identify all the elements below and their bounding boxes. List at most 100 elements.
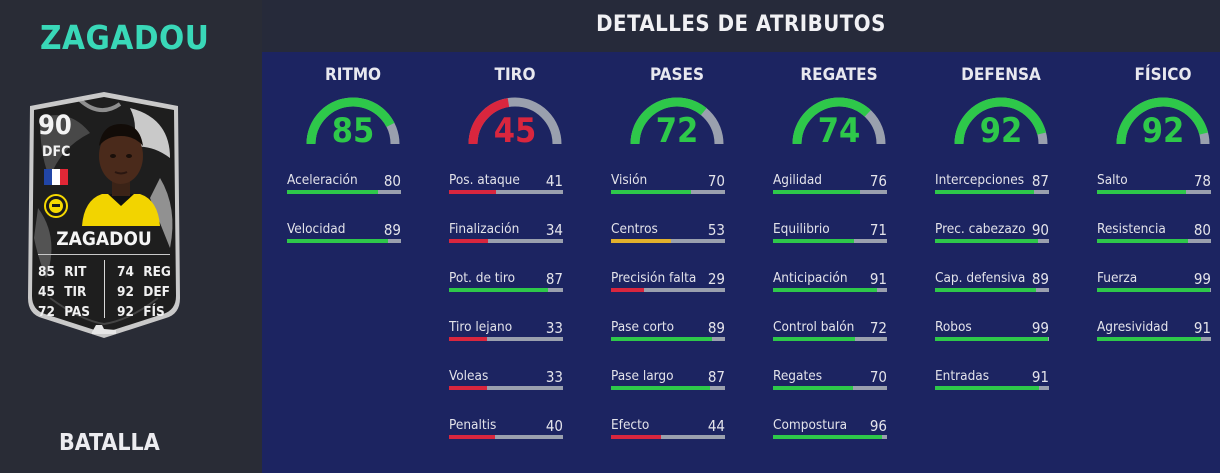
attribute-value: 70 (869, 368, 887, 386)
card-position: DFC (42, 144, 71, 160)
attribute-bar-fill (611, 239, 672, 243)
attribute-bar-fill (449, 337, 487, 341)
attribute-value: 78 (1193, 172, 1211, 190)
attribute-bar-track (773, 190, 887, 194)
category-gauge: 92 (1113, 94, 1213, 152)
card-player-name: ZAGADOU (56, 228, 152, 250)
category-title: PASES (650, 65, 704, 85)
attribute-value: 96 (869, 417, 887, 435)
category-5: FÍSICO 92 Salto 78 Resistencia 80 Fuerza 99 Agre… (1083, 52, 1220, 473)
attribute-bar-fill (1097, 337, 1201, 341)
card-stat-reg: 74 REG (117, 264, 171, 280)
attribute-bar-track (773, 239, 887, 243)
gauge-fill (954, 97, 1047, 145)
attribute-bar-track (287, 190, 401, 194)
attribute-bar-track (449, 288, 563, 292)
attribute-row: Fuerza 99 (1097, 270, 1211, 300)
attribute-bar-fill (773, 435, 883, 439)
attribute-name: Precisión falta (611, 270, 697, 286)
category-1: TIRO 45 Pos. ataque 41 Finalización 34 Pot. de… (435, 52, 595, 473)
gauge-arc (630, 97, 724, 145)
attribute-name: Equilibrio (773, 221, 830, 237)
player-card[interactable]: 90 DFC ZAGADOU 85 RIT 45 TIR 72 PAS 74 R… (20, 88, 188, 342)
attribute-row: Regates 70 (773, 368, 887, 398)
attribute-bar-fill (449, 386, 487, 390)
category-gauge: 74 (789, 94, 889, 152)
attribute-value: 71 (869, 221, 887, 239)
attribute-bar-fill (773, 190, 860, 194)
category-title: FÍSICO (1134, 65, 1192, 85)
attribute-bar-track (935, 386, 1049, 390)
attribute-row: Entradas 91 (935, 368, 1049, 398)
attribute-bar-fill (935, 239, 1038, 243)
attribute-bar-fill (1097, 288, 1210, 292)
attribute-row: Velocidad 89 (287, 221, 401, 251)
attribute-name: Penaltis (449, 417, 497, 433)
attribute-bar-fill (773, 386, 853, 390)
attribute-bar-fill (935, 337, 1048, 341)
attribute-bar-fill (611, 288, 645, 292)
attribute-value: 89 (707, 319, 725, 337)
gauge-arc (954, 97, 1048, 145)
attribute-value: 87 (545, 270, 563, 288)
attribute-name: Voleas (449, 368, 489, 384)
attribute-row: Pot. de tiro 87 (449, 270, 563, 300)
player-panel: ZAGADOU 90 DFC (0, 0, 262, 473)
attribute-bar-track (611, 239, 725, 243)
attribute-name: Pot. de tiro (449, 270, 516, 286)
attribute-bar-fill (1097, 190, 1186, 194)
attribute-row: Intercepciones 87 (935, 172, 1049, 202)
attribute-value: 89 (383, 221, 401, 239)
category-gauge: 72 (627, 94, 727, 152)
attribute-name: Pase largo (611, 368, 674, 384)
attribute-bar-fill (611, 337, 713, 341)
attribute-bar-track (449, 386, 563, 390)
attribute-bar-fill (1097, 239, 1189, 243)
gauge-arc (792, 97, 886, 145)
attribute-row: Precisión falta 29 (611, 270, 725, 300)
gauge-fill (1116, 97, 1209, 145)
attribute-bar-fill (287, 239, 389, 243)
category-2: PASES 72 Visión 70 Centros 53 Precisión falta 2… (597, 52, 757, 473)
attribute-row: Agresividad 91 (1097, 319, 1211, 349)
attribute-bar-fill (611, 435, 662, 439)
attribute-name: Control balón (773, 319, 855, 335)
attribute-value: 33 (545, 319, 563, 337)
gauge-arc (306, 97, 400, 145)
category-title: RITMO (324, 65, 382, 85)
gauge-fill (792, 97, 871, 145)
attribute-bar-track (1097, 239, 1211, 243)
attribute-value: 87 (707, 368, 725, 386)
card-stat-pas: 72 PAS (38, 304, 91, 320)
attribute-bar-track (773, 386, 887, 390)
attribute-row: Pos. ataque 41 (449, 172, 563, 202)
attribute-bar-fill (449, 435, 495, 439)
attribute-bar-track (773, 337, 887, 341)
attribute-bar-fill (773, 288, 877, 292)
attribute-row: Centros 53 (611, 221, 725, 251)
attribute-bar-fill (611, 386, 711, 390)
attribute-bar-fill (773, 337, 856, 341)
attribute-bar-fill (287, 190, 379, 194)
attribute-name: Tiro lejano (449, 319, 513, 335)
attribute-name: Intercepciones (935, 172, 1025, 188)
category-title: TIRO (494, 65, 536, 85)
card-rating: 90 (38, 110, 72, 141)
attribute-row: Prec. cabezazo 90 (935, 221, 1049, 251)
attribute-value: 34 (545, 221, 563, 239)
attribute-value: 53 (707, 221, 725, 239)
attributes-title: DETALLES DE ATRIBUTOS (596, 12, 886, 37)
attributes-panel: RITMO 85 Aceleración 80 Velocidad 89 TIRO 45 Pos… (262, 52, 1220, 473)
attribute-row: Voleas 33 (449, 368, 563, 398)
attribute-name: Velocidad (287, 221, 346, 237)
attribute-bar-track (773, 435, 887, 439)
attribute-row: Pase largo 87 (611, 368, 725, 398)
gauge-arc (468, 97, 562, 145)
attribute-value: 99 (1193, 270, 1211, 288)
attribute-bar-fill (935, 386, 1039, 390)
category-value: 45 (493, 111, 537, 151)
attribute-name: Visión (611, 172, 648, 188)
category-gauge: 85 (303, 94, 403, 152)
attribute-bar-track (935, 337, 1049, 341)
attribute-bar-track (449, 239, 563, 243)
